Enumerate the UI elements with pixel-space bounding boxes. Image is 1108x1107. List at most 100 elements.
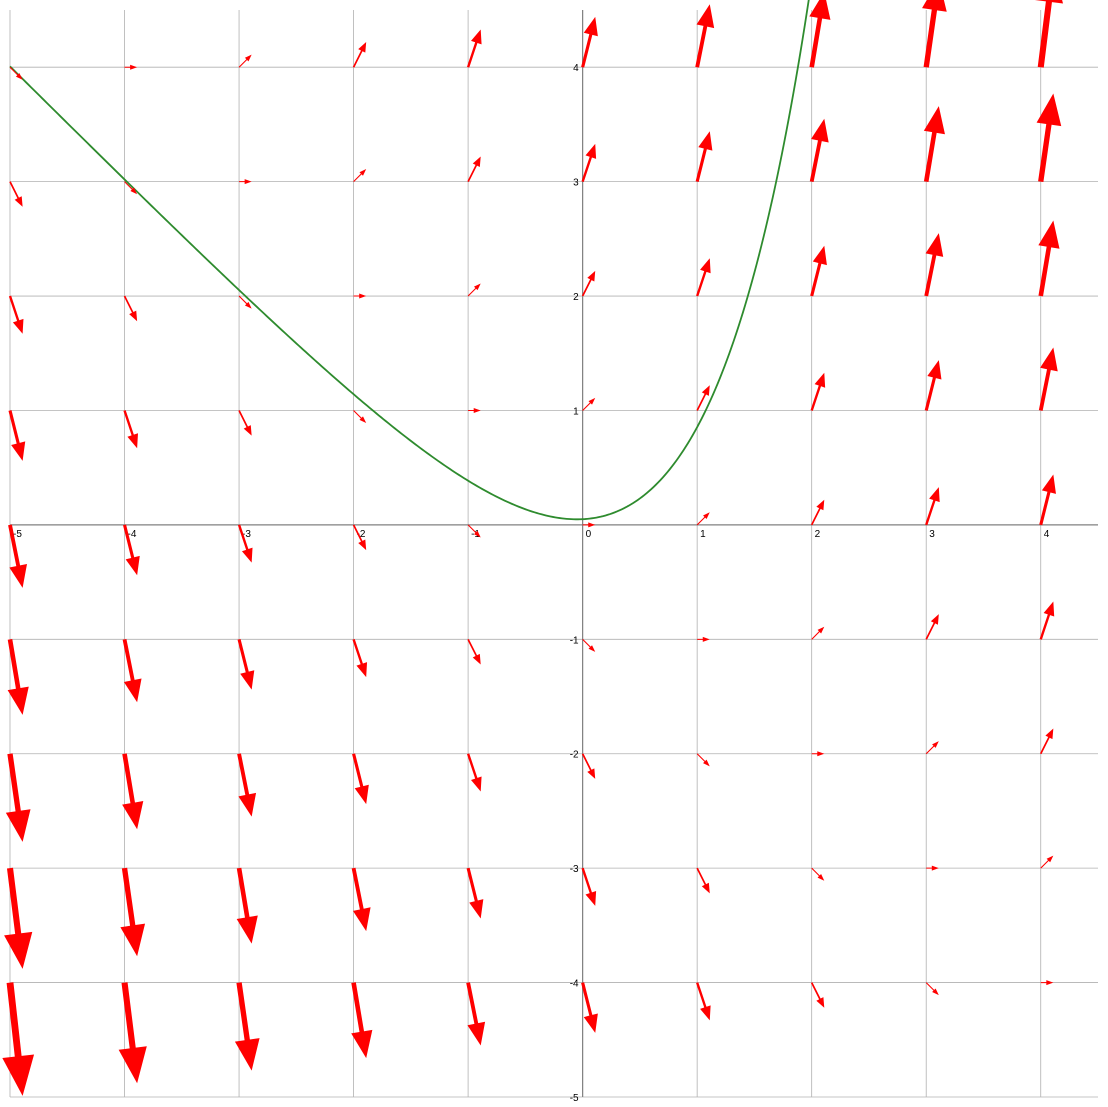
y-tick-label: 3 <box>573 178 579 189</box>
y-tick-label: -3 <box>570 864 579 875</box>
vector-arrow <box>582 398 595 411</box>
vector-arrow <box>925 487 940 525</box>
vector-arrow <box>926 741 939 754</box>
vector-arrow <box>125 65 138 70</box>
vector-arrow <box>1040 856 1053 869</box>
vector-arrow <box>582 639 595 652</box>
vector-arrow <box>581 17 598 68</box>
vector-arrow <box>467 29 482 67</box>
vector-arrow <box>466 982 485 1045</box>
x-tick-label: 0 <box>586 529 592 540</box>
vector-arrow <box>9 181 22 207</box>
vector-arrow <box>352 868 371 931</box>
vector-arrow <box>811 982 824 1008</box>
vector-arrow <box>4 868 32 969</box>
vector-arrow <box>237 753 256 816</box>
vector-field-chart: -5-4-3-2-101234-5-4-3-2-11234 <box>0 0 1108 1107</box>
y-tick-label: -5 <box>570 1093 579 1104</box>
y-tick-label: -4 <box>570 979 579 990</box>
vector-arrow <box>1040 602 1055 640</box>
vector-arrow <box>696 868 709 894</box>
vector-arrow <box>238 410 251 436</box>
y-tick-label: 1 <box>573 406 579 417</box>
vector-arrow <box>1037 94 1062 182</box>
vector-arrow <box>925 614 938 640</box>
vector-arrow <box>696 258 711 296</box>
vector-arrow <box>697 512 710 525</box>
vector-arrow <box>582 753 595 779</box>
y-tick-label: -2 <box>570 750 579 761</box>
vector-arrow <box>239 179 252 184</box>
x-tick-label: 4 <box>1044 529 1050 540</box>
vector-arrow <box>239 296 252 309</box>
vector-arrow <box>123 410 138 448</box>
vector-arrow <box>353 410 366 423</box>
vector-arrow <box>925 360 942 411</box>
vector-arrow <box>124 296 137 322</box>
vector-arrow <box>1041 980 1054 985</box>
vector-arrow <box>581 982 598 1033</box>
vector-arrow <box>124 181 137 194</box>
vector-arrow <box>122 753 143 829</box>
vector-arrow <box>1035 0 1063 68</box>
y-tick-label: 4 <box>573 63 579 74</box>
vector-arrow <box>467 156 480 182</box>
vector-arrow <box>354 294 367 299</box>
vector-arrow <box>582 868 597 906</box>
vector-arrow <box>811 373 826 411</box>
vector-arrow <box>810 119 829 182</box>
vector-arrow <box>352 753 369 804</box>
vector-arrow <box>926 866 939 871</box>
vector-arrow <box>1038 221 1059 297</box>
vector-arrow <box>351 982 372 1058</box>
vector-arrow <box>582 144 597 182</box>
vector-arrow <box>119 982 147 1083</box>
vector-arrow <box>696 131 713 182</box>
vector-arrow <box>926 982 939 995</box>
x-tick-label: 3 <box>929 529 935 540</box>
vector-arrow <box>583 522 596 527</box>
solution-curve <box>10 0 814 519</box>
vector-arrow <box>811 868 824 881</box>
vector-arrow <box>237 868 258 944</box>
vector-arrow <box>467 753 482 791</box>
vector-arrow <box>467 868 484 919</box>
vector-arrow <box>924 233 943 296</box>
vector-arrow <box>235 982 260 1070</box>
vector-arrow <box>467 639 480 665</box>
vector-arrow <box>468 283 481 296</box>
x-tick-label: 1 <box>700 529 706 540</box>
vector-arrow <box>9 296 24 334</box>
vector-arrow <box>811 627 824 640</box>
vector-arrow <box>8 410 25 461</box>
vector-arrow <box>1039 475 1056 526</box>
vector-arrow <box>811 500 824 526</box>
vector-arrow <box>810 246 827 297</box>
y-tick-label: -1 <box>570 635 579 646</box>
vector-arrow <box>239 55 252 68</box>
vector-arrow <box>6 753 31 841</box>
vector-arrow <box>352 639 367 677</box>
vector-arrow <box>2 982 34 1096</box>
vector-arrow <box>468 408 481 413</box>
vector-arrow <box>812 751 825 756</box>
vector-arrow <box>697 753 710 766</box>
vector-arrow <box>238 639 255 690</box>
vector-arrow <box>582 271 595 297</box>
vector-arrow <box>353 42 366 68</box>
vector-arrow <box>695 4 714 67</box>
vector-arrow <box>8 639 29 715</box>
vector-arrow <box>696 982 711 1020</box>
x-tick-label: 2 <box>815 529 821 540</box>
vector-arrow <box>353 169 366 182</box>
vector-arrow <box>10 67 23 80</box>
vector-arrow <box>123 639 142 702</box>
vector-arrow <box>922 0 947 68</box>
vector-arrow <box>697 637 710 642</box>
vector-arrow <box>120 868 145 956</box>
vector-arrow <box>924 106 945 182</box>
vector-arrow <box>1039 348 1058 411</box>
vector-arrow <box>809 0 830 68</box>
vector-arrow <box>1040 729 1053 755</box>
y-tick-label: 2 <box>573 292 579 303</box>
